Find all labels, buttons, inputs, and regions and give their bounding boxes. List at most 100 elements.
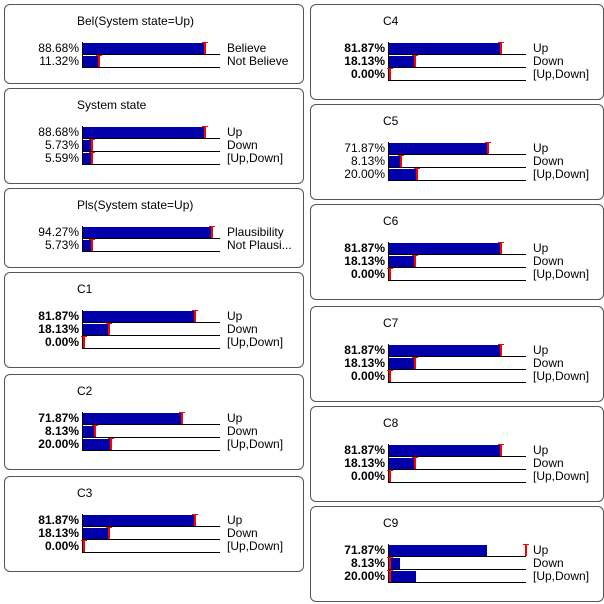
previous-value-marker <box>498 344 504 356</box>
node-c6[interactable]: C6 81.87% Up 18.13% Down 0.00% [Up,Down] <box>310 204 604 300</box>
state-row[interactable]: 8.13% Down <box>311 155 604 168</box>
node-c1[interactable]: C1 81.87% Up 18.13% Down 0.00% [Up,Down] <box>4 272 304 368</box>
previous-value-marker <box>414 168 420 180</box>
state-percent: 0.00% <box>350 369 385 383</box>
bar-axis <box>82 226 220 239</box>
state-row[interactable]: 0.00% [Up,Down] <box>5 540 305 553</box>
state-row[interactable]: 18.13% Down <box>5 323 305 336</box>
probability-bar <box>83 43 204 54</box>
state-row[interactable]: 71.87% Up <box>311 142 604 155</box>
state-row[interactable]: 0.00% [Up,Down] <box>311 470 604 483</box>
bar-axis <box>388 42 526 55</box>
state-percent: 0.00% <box>44 335 79 349</box>
state-label: [Up,Down] <box>533 469 590 483</box>
state-row[interactable]: 18.13% Down <box>311 457 604 470</box>
probability-bar <box>389 156 400 167</box>
node-c5[interactable]: C5 71.87% Up 8.13% Down 20.00% [Up,Down] <box>310 104 604 200</box>
previous-value-marker <box>108 438 114 450</box>
state-label: Down <box>533 556 564 570</box>
state-row[interactable]: 81.87% Up <box>311 344 604 357</box>
previous-value-marker <box>81 336 87 348</box>
probability-bar <box>389 256 414 267</box>
bar-axis <box>82 55 220 68</box>
state-row[interactable]: 0.00% [Up,Down] <box>311 268 604 281</box>
state-label: Up <box>227 309 243 323</box>
probability-bar <box>389 143 487 154</box>
previous-value-marker <box>498 42 504 54</box>
state-row[interactable]: 81.87% Up <box>5 310 305 323</box>
state-row[interactable]: 81.87% Up <box>5 514 305 527</box>
state-row[interactable]: 5.59% [Up,Down] <box>5 152 305 165</box>
state-row[interactable]: 8.13% Down <box>311 557 604 570</box>
state-label: Up <box>533 343 549 357</box>
bar-axis <box>82 412 220 425</box>
state-row[interactable]: 0.00% [Up,Down] <box>5 336 305 349</box>
state-percent: 81.87% <box>38 309 79 323</box>
state-percent: 71.87% <box>344 543 385 557</box>
bar-axis <box>388 470 526 483</box>
state-row[interactable]: 5.73% Down <box>5 139 305 152</box>
state-percent: 8.13% <box>44 424 79 438</box>
state-percent: 8.13% <box>350 556 385 570</box>
state-row[interactable]: 18.13% Down <box>311 255 604 268</box>
state-percent: 81.87% <box>344 443 385 457</box>
probability-bar <box>389 43 500 54</box>
state-row[interactable]: 71.87% Up <box>311 544 604 557</box>
previous-value-marker <box>412 255 418 267</box>
node-c2[interactable]: C2 71.87% Up 8.13% Down 20.00% [Up,Down] <box>4 374 304 470</box>
probability-bar <box>83 426 94 437</box>
state-row[interactable]: 88.68% Up <box>5 126 305 139</box>
node-c7[interactable]: C7 81.87% Up 18.13% Down 0.00% [Up,Down] <box>310 306 604 402</box>
state-percent: 0.00% <box>350 67 385 81</box>
state-label: Up <box>533 41 549 55</box>
node-pls-system-state-up[interactable]: Pls(System state=Up) 94.27% Plausibility 5.… <box>4 188 304 268</box>
state-percent: 18.13% <box>344 254 385 268</box>
state-row[interactable]: 20.00% [Up,Down] <box>311 168 604 181</box>
state-percent: 18.13% <box>344 456 385 470</box>
state-row[interactable]: 88.68% Believe <box>5 42 305 55</box>
state-label: Down <box>227 424 258 438</box>
state-row[interactable]: 20.00% [Up,Down] <box>311 570 604 583</box>
previous-value-marker <box>387 68 393 80</box>
state-label: [Up,Down] <box>533 267 590 281</box>
probability-bar <box>83 56 98 67</box>
state-row[interactable]: 0.00% [Up,Down] <box>311 370 604 383</box>
state-row[interactable]: 20.00% [Up,Down] <box>5 438 305 451</box>
probability-bar <box>83 127 204 138</box>
previous-value-marker <box>106 323 112 335</box>
state-row[interactable]: 0.00% [Up,Down] <box>311 68 604 81</box>
probability-bar <box>83 439 110 450</box>
state-row[interactable]: 94.27% Plausibility <box>5 226 305 239</box>
state-label: [Up,Down] <box>227 539 284 553</box>
state-row[interactable]: 11.32% Not Believe <box>5 55 305 68</box>
previous-value-marker <box>89 139 95 151</box>
node-c8[interactable]: C8 81.87% Up 18.13% Down 0.00% [Up,Down] <box>310 406 604 502</box>
bar-axis <box>82 42 220 55</box>
state-row[interactable]: 81.87% Up <box>311 444 604 457</box>
state-label: Up <box>227 125 243 139</box>
node-c3[interactable]: C3 81.87% Up 18.13% Down 0.00% [Up,Down] <box>4 476 304 572</box>
state-row[interactable]: 71.87% Up <box>5 412 305 425</box>
probability-bar <box>389 458 414 469</box>
node-c9[interactable]: C9 71.87% Up 8.13% Down 20.00% [Up,Down] <box>310 506 604 602</box>
probability-bar <box>83 227 211 238</box>
probability-bar <box>83 240 91 251</box>
previous-value-marker <box>387 370 393 382</box>
state-percent: 88.68% <box>38 125 79 139</box>
node-bel-system-state-up[interactable]: Bel(System state=Up) 88.68% Believe 11.32% N… <box>4 4 304 84</box>
state-row[interactable]: 18.13% Down <box>5 527 305 540</box>
state-row[interactable]: 81.87% Up <box>311 42 604 55</box>
state-row[interactable]: 5.73% Not Plausi... <box>5 239 305 252</box>
state-row[interactable]: 18.13% Down <box>311 55 604 68</box>
previous-value-marker <box>498 242 504 254</box>
state-row[interactable]: 18.13% Down <box>311 357 604 370</box>
bar-axis <box>388 570 526 583</box>
state-label: Not Plausi... <box>227 238 292 252</box>
node-c4[interactable]: C4 81.87% Up 18.13% Down 0.00% [Up,Down] <box>310 4 604 100</box>
bar-axis <box>388 142 526 155</box>
state-row[interactable]: 8.13% Down <box>5 425 305 438</box>
state-percent: 5.59% <box>44 151 79 165</box>
state-row[interactable]: 81.87% Up <box>311 242 604 255</box>
state-label: Down <box>533 456 564 470</box>
node-system-state[interactable]: System state 88.68% Up 5.73% Down 5.59% [Up,Do… <box>4 88 304 184</box>
